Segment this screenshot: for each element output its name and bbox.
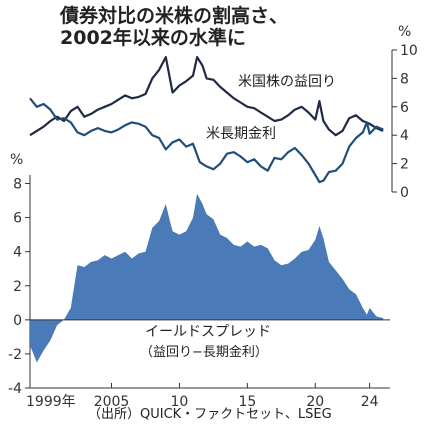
right-tick-label: 6 [400,100,409,116]
right-tick-label: 2 [400,157,409,173]
right-tick-label: 4 [400,128,409,144]
right-tick-label: 10 [400,43,418,59]
left-tick-label: 4 [13,245,22,261]
bond-yield-label: 米長期金利 [206,126,276,142]
left-axis-unit: % [10,152,23,168]
left-tick-label: -4 [8,381,22,397]
left-tick-label: 0 [13,313,22,329]
bottom-panel: -4 -2 0 2 4 6 8 % イールドスプレッド （益回り−長期金利） [8,152,390,397]
left-tick-label: 2 [13,279,22,295]
yield-spread-area [30,193,384,363]
right-axis-ticks: 0 2 4 6 8 10 [392,43,418,201]
right-tick-label: 8 [400,71,409,87]
x-tick-label: 20 [306,394,324,410]
left-tick-label: 8 [13,177,22,193]
left-tick-label: -2 [8,347,22,363]
earnings-yield-label: 米国株の益回り [238,74,336,90]
x-axis: 1999年 2005 10 15 20 24 [26,383,390,410]
yield-spread-subtitle: （益回り−長期金利） [140,344,268,360]
source-note: （出所）QUICK・ファクトセット、LSEG [88,407,332,422]
left-axis-ticks: -4 -2 0 2 4 6 8 [8,177,30,397]
x-axis-ticks: 1999年 2005 10 15 20 24 [26,383,379,410]
x-tick-label: 2005 [94,394,130,410]
chart-title-line2: 2002年以来の水準に [60,26,246,49]
x-tick-label: 1999年 [26,394,76,410]
x-tick-label: 15 [238,394,256,410]
bond-yield-line [29,97,384,184]
right-axis-unit: % [398,24,411,40]
earnings-yield-line [29,56,384,137]
x-tick-label: 10 [171,394,189,410]
x-tick-label: 24 [361,394,379,410]
left-tick-label: 6 [13,211,22,227]
right-tick-label: 0 [400,185,409,201]
chart-title-line1: 債券対比の米株の割高さ、 [59,4,288,27]
yield-spread-label: イールドスプレッド [145,324,271,340]
top-panel: 0 2 4 6 8 10 % 米国株の益回り 米長期金利 [29,24,418,201]
